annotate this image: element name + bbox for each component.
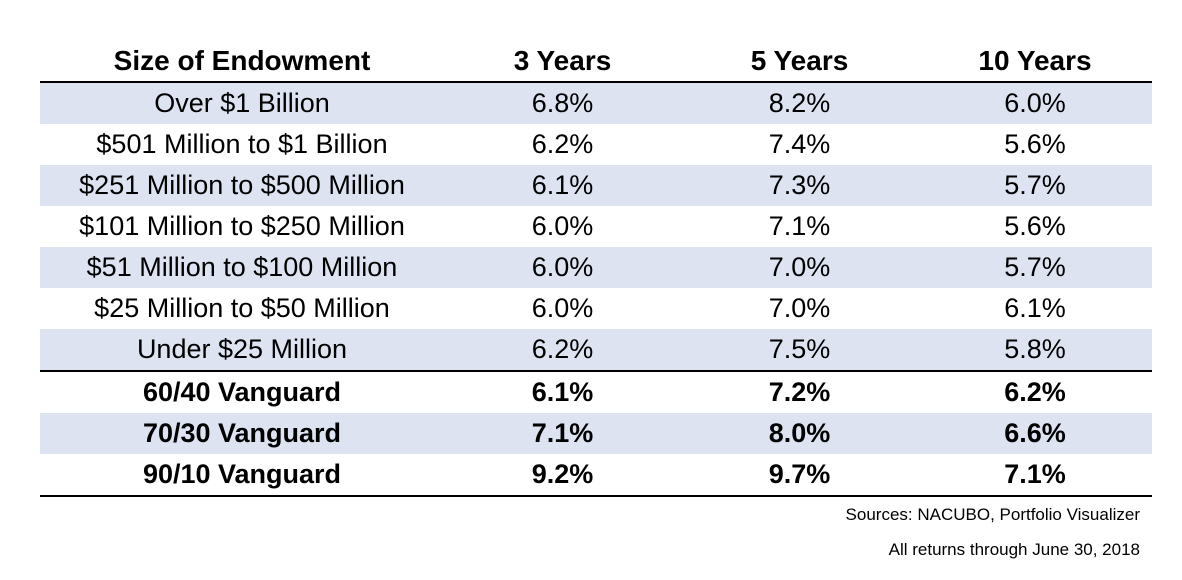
table-row: $51 Million to $100 Million 6.0% 7.0% 5.7% [40,247,1152,288]
value-5-years: 9.7% [681,454,918,497]
table-row: Over $1 Billion 6.8% 8.2% 6.0% [40,82,1152,124]
value-10-years: 6.2% [918,370,1152,413]
row-label: $101 Million to $250 Million [79,211,405,241]
table-row: $251 Million to $500 Million 6.1% 7.3% 5.7% [40,165,1152,206]
value-3-years: 6.0% [444,247,681,288]
value-5-years: 7.5% [681,329,918,371]
table-row: $101 Million to $250 Million 6.0% 7.1% 5.6% [40,206,1152,247]
value-3-years: 6.2% [444,329,681,371]
row-label: $501 Million to $1 Billion [96,129,388,159]
table-row: $25 Million to $50 Million 6.0% 7.0% 6.1% [40,288,1152,329]
value-10-years: 5.7% [918,165,1152,206]
value-5-years: 8.2% [681,82,918,124]
value-5-years: 7.4% [768,129,831,159]
value-5-years: 7.2% [681,370,918,413]
row-label: Under $25 Million [40,329,444,371]
value-10-years: 6.0% [918,82,1152,124]
value-5-years: 7.0% [768,293,831,323]
row-label: Over $1 Billion [40,82,444,124]
value-3-years: 6.0% [531,211,594,241]
value-3-years: 6.8% [444,82,681,124]
returns-date-note: All returns through June 30, 2018 [888,540,1140,559]
column-header-3-years: 3 Years [444,41,681,83]
row-label: $51 Million to $100 Million [40,247,444,288]
row-label: 70/30 Vanguard [40,413,444,454]
value-10-years: 5.8% [918,329,1152,371]
value-10-years: 6.6% [918,413,1152,454]
value-10-years: 6.1% [1004,293,1066,323]
column-header-5-years: 5 Years [681,41,918,83]
table-body: Over $1 Billion 6.8% 8.2% 6.0% $501 Million … [40,82,1152,497]
column-header-10-years: 10 Years [918,41,1152,83]
value-3-years: 6.0% [531,293,594,323]
table-row: $501 Million to $1 Billion 6.2% 7.4% 5.6% [40,124,1152,165]
value-5-years: 7.1% [768,211,831,241]
table-row: 70/30 Vanguard 7.1% 8.0% 6.6% [40,413,1152,454]
row-label: 60/40 Vanguard [40,370,444,413]
value-10-years: 7.1% [918,454,1152,497]
value-3-years: 9.2% [444,454,681,497]
value-5-years: 8.0% [681,413,918,454]
value-10-years: 5.7% [918,247,1152,288]
value-3-years: 6.1% [444,165,681,206]
column-header-size: Size of Endowment [40,41,444,83]
row-label: $251 Million to $500 Million [40,165,444,206]
table-row: Under $25 Million 6.2% 7.5% 5.8% [40,329,1152,371]
value-10-years: 5.6% [1004,211,1066,241]
table-row: 60/40 Vanguard 6.1% 7.2% 6.2% [40,370,1152,413]
header-row: Size of Endowment 3 Years 5 Years 10 Yea… [40,41,1152,83]
value-3-years: 6.1% [444,370,681,413]
row-label: 90/10 Vanguard [40,454,444,497]
table-header: Size of Endowment 3 Years 5 Years 10 Yea… [40,41,1152,83]
sources-note: Sources: NACUBO, Portfolio Visualizer [845,505,1140,524]
table-row: 90/10 Vanguard 9.2% 9.7% 7.1% [40,454,1152,497]
value-3-years: 7.1% [444,413,681,454]
value-5-years: 7.0% [681,247,918,288]
value-5-years: 7.3% [681,165,918,206]
row-label: $25 Million to $50 Million [94,293,390,323]
value-3-years: 6.2% [531,129,594,159]
endowment-returns-table: Size of Endowment 3 Years 5 Years 10 Yea… [40,41,1152,497]
value-10-years: 5.6% [1004,129,1066,159]
